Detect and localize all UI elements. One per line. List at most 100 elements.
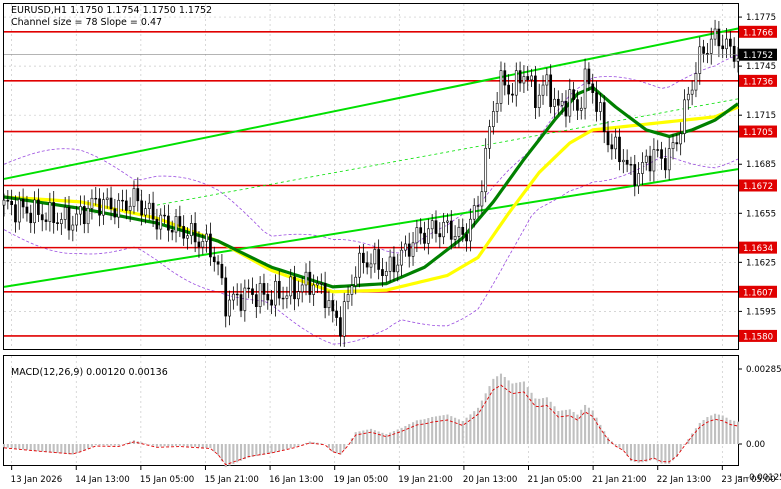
level-price-label: 1.1672 bbox=[743, 182, 773, 192]
candle-body bbox=[205, 233, 208, 242]
candle-body bbox=[411, 242, 415, 257]
candlesticks bbox=[2, 19, 740, 347]
candle-body bbox=[537, 94, 541, 108]
candle-body bbox=[706, 53, 709, 55]
candle-body bbox=[178, 216, 182, 227]
candle-body bbox=[216, 261, 220, 265]
candle-body bbox=[109, 197, 113, 210]
candle-body bbox=[507, 84, 510, 95]
candle-body bbox=[446, 220, 449, 223]
support-resistance-levels: 1.1766 1.1736 1.1705 1.1672 1.1634 1.1607 1.15… bbox=[4, 25, 777, 342]
candle-body bbox=[664, 158, 667, 171]
candle-body bbox=[174, 216, 178, 233]
candle-body bbox=[457, 226, 461, 237]
candle-body bbox=[667, 148, 671, 171]
candle-body bbox=[331, 300, 335, 312]
candle-body bbox=[545, 74, 549, 86]
candle-body bbox=[400, 249, 403, 266]
candle-body bbox=[686, 93, 690, 101]
candle-body bbox=[476, 205, 480, 207]
candle-body bbox=[327, 300, 331, 309]
candle-body bbox=[732, 45, 736, 62]
candle-body bbox=[518, 70, 522, 84]
candle-body bbox=[10, 200, 13, 205]
candle-body bbox=[254, 294, 258, 307]
candle-body bbox=[442, 221, 445, 238]
candle-body bbox=[2, 199, 6, 206]
candle-body bbox=[365, 262, 369, 268]
candle-body bbox=[136, 188, 140, 202]
candle-body bbox=[358, 252, 361, 278]
candle-body bbox=[530, 75, 533, 81]
y-tick-label: 1.1595 bbox=[746, 307, 776, 317]
candle-body bbox=[587, 68, 591, 85]
candle-body bbox=[384, 271, 388, 276]
candle-body bbox=[281, 297, 285, 300]
level-price-label: 1.1736 bbox=[743, 77, 773, 87]
candle-body bbox=[656, 149, 660, 151]
candle-body bbox=[560, 100, 564, 106]
candle-body bbox=[193, 223, 197, 243]
candle-body bbox=[342, 301, 346, 337]
candle-body bbox=[29, 212, 33, 224]
candle-body bbox=[86, 207, 90, 225]
x-tick-label: 19 Jan 05:00 bbox=[334, 475, 388, 485]
candle-body bbox=[94, 197, 98, 200]
candle-body bbox=[404, 243, 407, 251]
candle-body bbox=[67, 207, 71, 231]
candle-body bbox=[621, 159, 625, 163]
candle-body bbox=[568, 89, 572, 117]
last-price-tag bbox=[739, 48, 777, 61]
candle-body bbox=[652, 149, 656, 172]
candle-body bbox=[140, 200, 143, 216]
symbol-header: EURUSD,H1 1.1750 1.1754 1.1750 1.1752 bbox=[11, 5, 213, 16]
candle-body bbox=[438, 233, 442, 238]
candle-body bbox=[564, 100, 568, 117]
x-tick-label: 19 Jan 21:00 bbox=[398, 475, 452, 485]
candle-body bbox=[526, 76, 530, 81]
x-tick-label: 20 Jan 13:00 bbox=[463, 475, 517, 485]
candle-body bbox=[671, 142, 675, 149]
level-price-tag bbox=[739, 179, 777, 192]
candle-body bbox=[235, 293, 239, 296]
candle-body bbox=[182, 226, 186, 239]
main-panel-frame bbox=[3, 3, 739, 350]
time-axis: 13 Jan 2026 14 Jan 13:00 15 Jan 05:00 15 Ja… bbox=[11, 466, 776, 485]
candle-body bbox=[350, 285, 354, 295]
candle-body bbox=[541, 84, 545, 96]
candle-body bbox=[576, 99, 579, 111]
candle-body bbox=[121, 199, 124, 202]
candle-body bbox=[694, 73, 698, 91]
candle-body bbox=[610, 144, 614, 150]
x-tick-label: 15 Jan 05:00 bbox=[140, 475, 194, 485]
candle-body bbox=[729, 38, 732, 47]
candle-body bbox=[660, 149, 663, 159]
candle-body bbox=[641, 162, 644, 174]
candle-body bbox=[423, 232, 426, 244]
candle-body bbox=[159, 214, 163, 230]
level-price-tag bbox=[739, 74, 777, 87]
candle-body bbox=[170, 229, 174, 233]
candle-body bbox=[629, 164, 633, 166]
candle-body bbox=[270, 299, 273, 306]
y-tick-label: 1.1745 bbox=[746, 62, 776, 72]
candle-body bbox=[430, 220, 434, 230]
candle-body bbox=[59, 219, 63, 224]
candle-body bbox=[572, 89, 575, 100]
candle-body bbox=[33, 199, 36, 224]
level-price-label: 1.1580 bbox=[743, 332, 773, 342]
level-price-tag bbox=[739, 25, 777, 38]
candle-body bbox=[396, 264, 400, 273]
candle-body bbox=[484, 147, 488, 193]
candle-body bbox=[618, 136, 621, 163]
candle-body bbox=[48, 202, 52, 222]
candle-body bbox=[736, 58, 740, 62]
candle-body bbox=[556, 98, 560, 106]
candle-body bbox=[155, 218, 159, 230]
level-price-tag bbox=[739, 329, 777, 342]
candle-body bbox=[128, 205, 132, 211]
candle-body bbox=[602, 102, 606, 132]
candle-body bbox=[709, 38, 713, 54]
candle-body bbox=[549, 74, 553, 107]
x-tick-label: 22 Jan 13:00 bbox=[657, 475, 711, 485]
